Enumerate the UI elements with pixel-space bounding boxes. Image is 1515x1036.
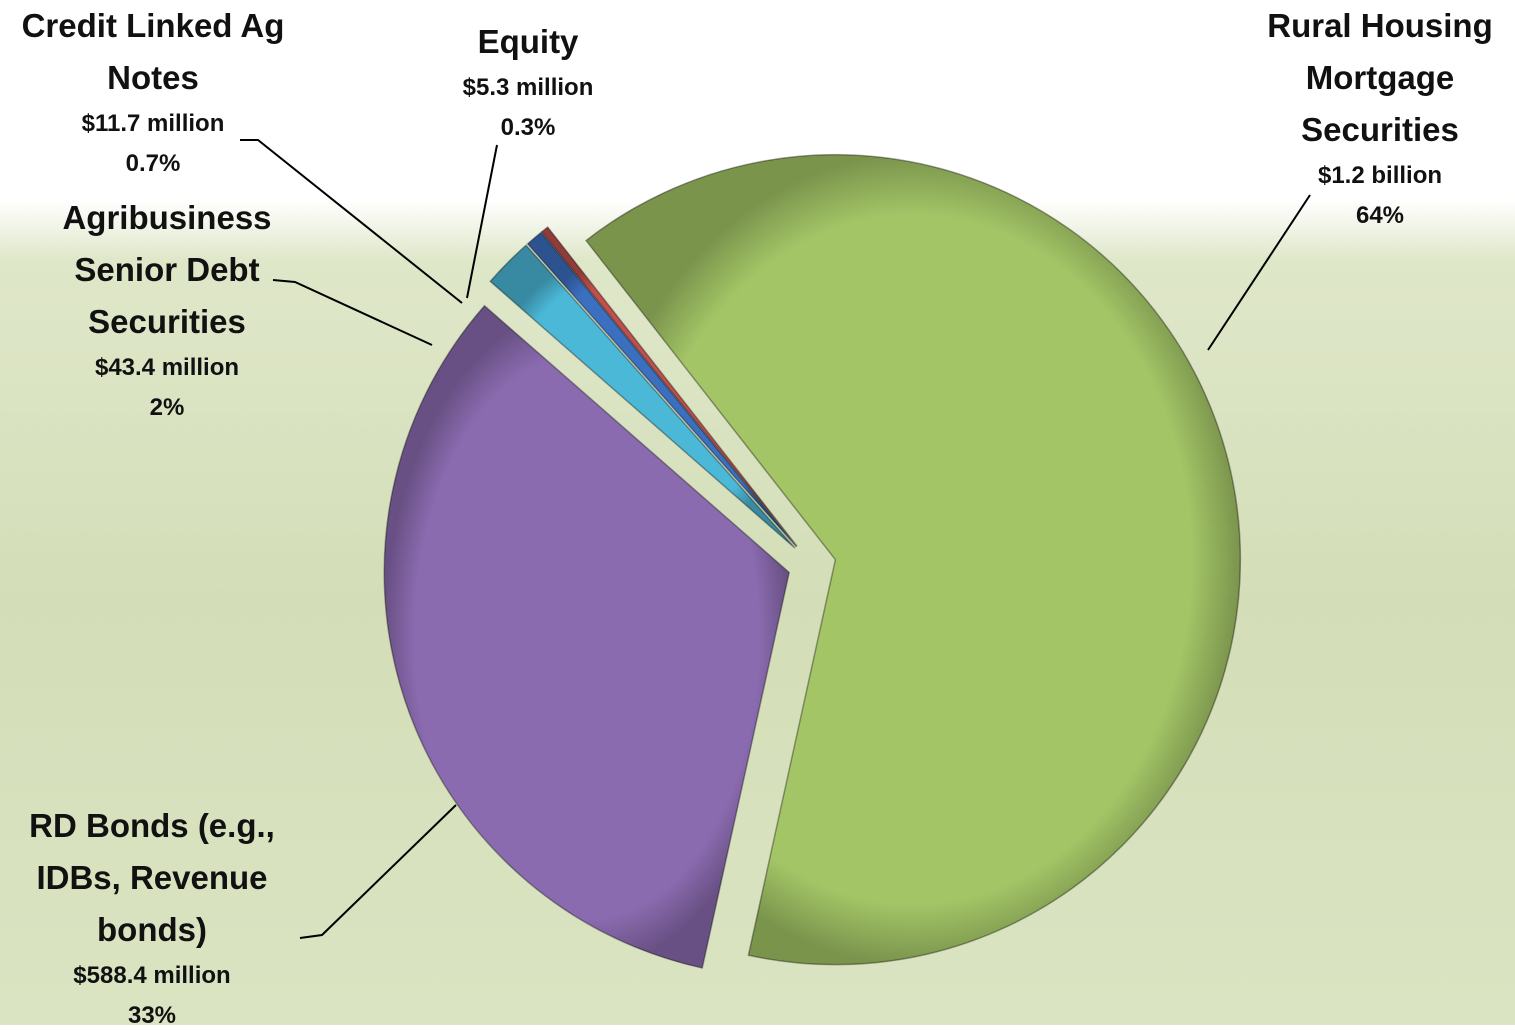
slice-label: Agribusiness Senior Debt Securities$43.4… (47, 192, 287, 428)
value-label: 0.3% (428, 108, 628, 148)
slice-label: Rural Housing Mortgage Securities$1.2 bi… (1245, 0, 1515, 236)
leader-line (300, 805, 456, 938)
amount-label: $43.4 million (47, 348, 287, 388)
category-label: Agribusiness Senior Debt Securities (47, 192, 287, 348)
value-label: 2% (47, 388, 287, 428)
category-label: Equity (428, 16, 628, 68)
page: (() => { const data = JSON.parse(documen… (0, 0, 1515, 1025)
amount-label: $11.7 million (0, 104, 308, 144)
category-label: RD Bonds (e.g., IDBs, Revenue bonds) (2, 800, 302, 956)
leader-line (467, 145, 497, 298)
value-label: 64% (1245, 196, 1515, 236)
amount-label: $588.4 million (2, 956, 302, 996)
amount-label: $1.2 billion (1245, 156, 1515, 196)
slice-label: RD Bonds (e.g., IDBs, Revenue bonds)$588… (2, 800, 302, 1036)
value-label: 0.7% (0, 144, 308, 184)
category-label: Rural Housing Mortgage Securities (1245, 0, 1515, 156)
leader-line (273, 280, 432, 345)
amount-label: $5.3 million (428, 68, 628, 108)
category-label: Credit Linked Ag Notes (0, 0, 308, 104)
value-label: 33% (2, 996, 302, 1036)
